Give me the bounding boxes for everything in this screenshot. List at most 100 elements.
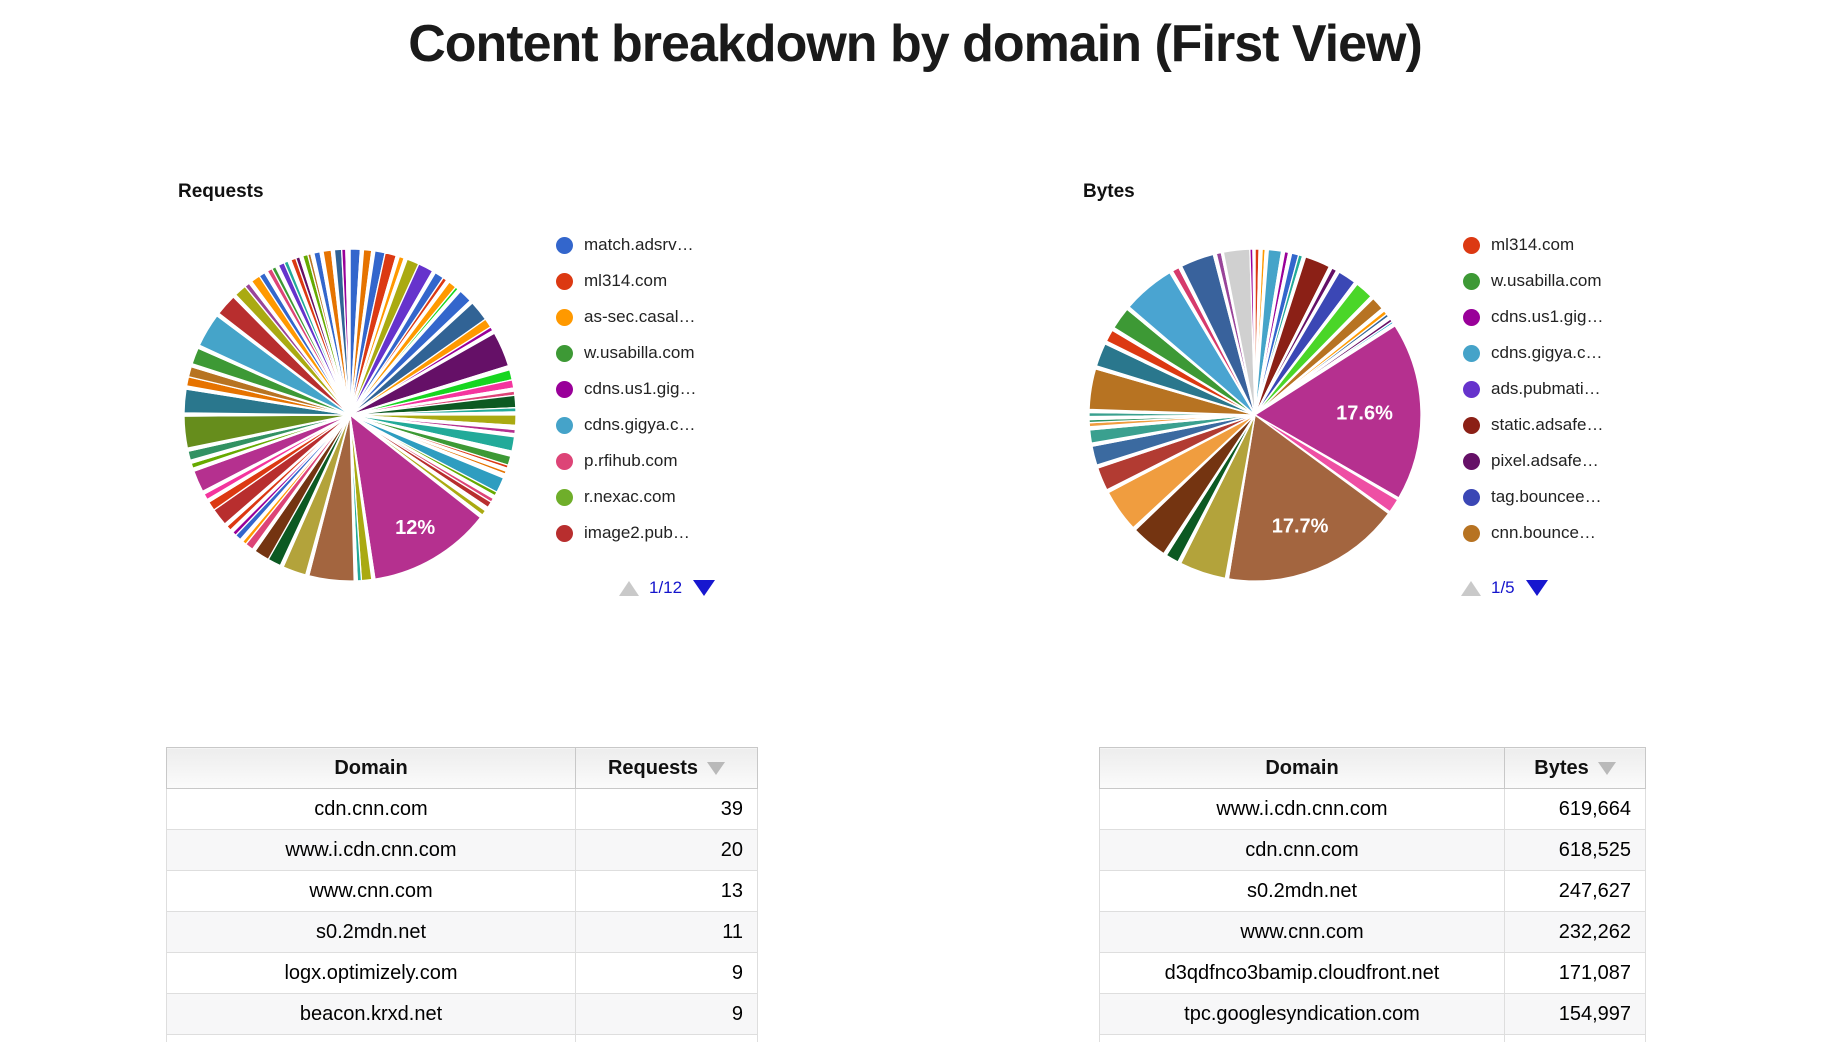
legend-item: ml314.com bbox=[1463, 227, 1693, 263]
domain-cell: s0.2mdn.net bbox=[166, 911, 576, 953]
table-row: www.cnn.com 232,262 bbox=[1099, 911, 1646, 953]
domain-cell: www.i.cdn.cnn.com bbox=[1099, 788, 1505, 830]
legend-label: as-sec.casal… bbox=[584, 307, 696, 326]
pie-slice[interactable] bbox=[1227, 413, 1390, 582]
value-cell: 39 bbox=[575, 788, 758, 830]
legend-label: ml314.com bbox=[1491, 235, 1575, 254]
pie-slice[interactable] bbox=[1253, 324, 1422, 499]
table-row: cdn.cnn.com 618,525 bbox=[1099, 829, 1646, 871]
bytes-pie-chart[interactable]: 17.6% 17.7% bbox=[1087, 247, 1423, 583]
legend-label: ml314.com bbox=[584, 271, 668, 290]
legend-item: as-sec.casal… bbox=[556, 299, 786, 335]
table-row-partial bbox=[1099, 1034, 1646, 1042]
pie-slice[interactable] bbox=[349, 413, 482, 580]
legend-label: image2.pub… bbox=[584, 523, 690, 542]
value-cell: 9 bbox=[575, 993, 758, 1035]
column-header-label: Domain bbox=[334, 756, 408, 779]
value-cell: 9 bbox=[575, 952, 758, 994]
requests-chart-title: Requests bbox=[178, 181, 264, 202]
slice-percent-label: 12% bbox=[395, 517, 435, 539]
legend-swatch-icon bbox=[556, 524, 573, 542]
legend-item: w.usabilla.com bbox=[556, 335, 786, 371]
column-header-bytes[interactable]: Bytes bbox=[1504, 747, 1646, 789]
table-row: cdn.cnn.com 39 bbox=[166, 788, 758, 830]
table-row: d3qdfnco3bamip.cloudfront.net 171,087 bbox=[1099, 952, 1646, 994]
legend-swatch-icon bbox=[556, 272, 573, 290]
legend-item: p.rfihub.com bbox=[556, 443, 786, 479]
legend-item: tag.bouncee… bbox=[1463, 479, 1693, 515]
value-cell: 154,997 bbox=[1504, 993, 1646, 1035]
legend-label: cdns.gigya.c… bbox=[1491, 343, 1603, 362]
legend-swatch-icon bbox=[556, 488, 573, 506]
requests-pie-chart[interactable]: 12% bbox=[182, 247, 518, 583]
requests-table: Domain Requests cdn.cnn.com 39 www.i.cdn.cnn… bbox=[166, 747, 758, 1042]
legend-label: static.adsafe… bbox=[1491, 415, 1604, 434]
legend-label: w.usabilla.com bbox=[584, 343, 695, 362]
legend-label: tag.bouncee… bbox=[1491, 487, 1602, 506]
legend-swatch-icon bbox=[1463, 380, 1480, 398]
bytes-legend: ml314.com w.usabilla.com cdns.us1.gig… cdns… bbox=[1463, 227, 1693, 551]
legend-swatch-icon bbox=[556, 344, 573, 362]
value-cell: 618,525 bbox=[1504, 829, 1646, 871]
legend-swatch-icon bbox=[1463, 452, 1480, 470]
pie-slice[interactable] bbox=[345, 248, 351, 416]
legend-item: cnn.bounce… bbox=[1463, 515, 1693, 551]
legend-label: r.nexac.com bbox=[584, 487, 676, 506]
domain-cell: cdn.cnn.com bbox=[166, 788, 576, 830]
value-cell: 247,627 bbox=[1504, 870, 1646, 912]
sort-desc-icon bbox=[707, 761, 726, 775]
page-title: Content breakdown by domain (First View) bbox=[408, 15, 1423, 73]
column-header-domain[interactable]: Domain bbox=[1099, 747, 1505, 789]
legend-item: static.adsafe… bbox=[1463, 407, 1693, 443]
legend-page-indicator: 1/5 bbox=[1491, 578, 1515, 597]
domain-cell: logx.optimizely.com bbox=[166, 952, 576, 994]
table-row-partial bbox=[166, 1034, 758, 1042]
legend-swatch-icon bbox=[1463, 524, 1480, 542]
requests-legend-pager: 1/12 bbox=[619, 577, 716, 599]
legend-item: r.nexac.com bbox=[556, 479, 786, 515]
domain-cell: cdn.cnn.com bbox=[1099, 829, 1505, 871]
value-cell: 232,262 bbox=[1504, 911, 1646, 953]
column-header-domain[interactable]: Domain bbox=[166, 747, 576, 789]
legend-label: p.rfihub.com bbox=[584, 451, 678, 470]
legend-swatch-icon bbox=[556, 308, 573, 326]
legend-item: pixel.adsafe… bbox=[1463, 443, 1693, 479]
bytes-table: Domain Bytes www.i.cdn.cnn.com 619,664 cdn.c… bbox=[1099, 747, 1646, 1042]
legend-prev-page-icon[interactable] bbox=[619, 580, 639, 596]
legend-label: cdns.us1.gig… bbox=[584, 379, 697, 398]
domain-cell: d3qdfnco3bamip.cloudfront.net bbox=[1099, 952, 1505, 994]
legend-page-indicator: 1/12 bbox=[649, 578, 683, 597]
table-row: beacon.krxd.net 9 bbox=[166, 993, 758, 1035]
legend-swatch-icon bbox=[1463, 488, 1480, 506]
legend-item: ml314.com bbox=[556, 263, 786, 299]
legend-label: ads.pubmati… bbox=[1491, 379, 1601, 398]
legend-next-page-icon[interactable] bbox=[1525, 580, 1548, 596]
pie-slice[interactable] bbox=[1252, 248, 1256, 416]
domain-cell: tpc.googlesyndication.com bbox=[1099, 993, 1505, 1035]
slice-percent-label: 17.7% bbox=[1272, 516, 1329, 538]
bytes-legend-pager: 1/5 bbox=[1461, 577, 1548, 599]
table-row: www.i.cdn.cnn.com 619,664 bbox=[1099, 788, 1646, 830]
value-cell: 619,664 bbox=[1504, 788, 1646, 830]
legend-item: w.usabilla.com bbox=[1463, 263, 1693, 299]
legend-label: match.adsrv… bbox=[584, 235, 694, 254]
legend-label: cdns.gigya.c… bbox=[584, 415, 696, 434]
legend-prev-page-icon[interactable] bbox=[1461, 580, 1481, 596]
legend-item: ads.pubmati… bbox=[1463, 371, 1693, 407]
column-header-label: Domain bbox=[1265, 756, 1339, 779]
domain-cell: beacon.krxd.net bbox=[166, 993, 576, 1035]
legend-swatch-icon bbox=[1463, 236, 1480, 254]
column-header-requests[interactable]: Requests bbox=[575, 747, 758, 789]
table-row: www.cnn.com 13 bbox=[166, 870, 758, 912]
legend-label: cnn.bounce… bbox=[1491, 523, 1596, 542]
slice-percent-label: 17.6% bbox=[1336, 403, 1393, 425]
bytes-chart-title: Bytes bbox=[1083, 181, 1135, 202]
legend-item: image2.pub… bbox=[556, 515, 786, 551]
value-cell: 11 bbox=[575, 911, 758, 953]
sort-desc-icon bbox=[1597, 761, 1616, 775]
legend-swatch-icon bbox=[1463, 416, 1480, 434]
legend-next-page-icon[interactable] bbox=[693, 580, 716, 596]
table-row: www.i.cdn.cnn.com 20 bbox=[166, 829, 758, 871]
value-cell: 171,087 bbox=[1504, 952, 1646, 994]
value-cell: 13 bbox=[575, 870, 758, 912]
